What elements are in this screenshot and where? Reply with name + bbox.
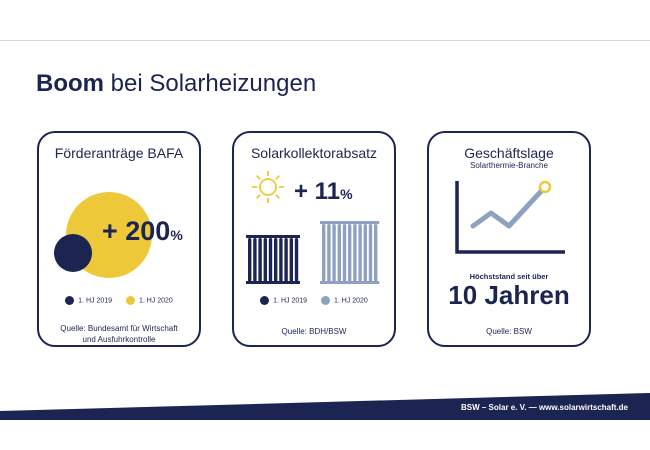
title-bold: Boom: [36, 70, 104, 97]
card-collectors-title: Solarkollektorabsatz: [250, 145, 378, 161]
radiator-fin: [289, 238, 293, 282]
sun-ray: [275, 194, 280, 199]
collectors-value-number: + 11: [294, 178, 341, 205]
legend-label: 1. HJ 2020: [333, 297, 368, 305]
bafa-source: Quelle: Bundesamt für Wirtschaft und Aus…: [39, 323, 199, 345]
radiator-fin: [253, 238, 257, 282]
radiator-fin: [258, 238, 262, 282]
radiator-rail: [320, 281, 380, 284]
card-business: Geschäftslage Solarthermie-Branche Höchs…: [427, 131, 591, 347]
legend-item: 1. HJ 2020: [320, 296, 368, 305]
radiator-fin: [332, 224, 336, 282]
radiator-2020: [320, 221, 380, 284]
radiator-fin: [374, 224, 378, 282]
bafa-value: + 200%: [102, 216, 183, 247]
legend-item: 1. HJ 2019: [65, 296, 112, 305]
legend-dot: [320, 296, 330, 305]
radiator-rail: [320, 221, 380, 224]
sun-ray: [256, 175, 261, 180]
radiator-fin: [342, 224, 347, 282]
radiator-fin: [284, 238, 288, 282]
radiator-fin: [248, 238, 252, 282]
infographic-frame: Boom bei Solarheizungen Förderanträge BA…: [0, 40, 650, 420]
radiator-fin: [358, 224, 362, 282]
radiator-fin: [274, 238, 278, 282]
card-collectors: Solarkollektorabsatz + 11% 1. HJ 2019 1.…: [232, 131, 396, 347]
radiator-fin: [368, 224, 373, 282]
legend-label: 1. HJ 2020: [138, 297, 173, 305]
card-business-subtitle: Solarthermie-Branche: [470, 161, 548, 170]
page-title: Boom bei Solarheizungen: [36, 70, 316, 98]
radiator-rail: [246, 235, 300, 238]
radiator-fin: [279, 238, 283, 282]
legend-label: 1. HJ 2019: [273, 297, 308, 305]
radiator-fin: [327, 224, 331, 282]
legend-dot: [65, 296, 75, 305]
line-chart-icon: [455, 180, 565, 254]
small-circle-icon: [54, 234, 92, 272]
title-rest: bei Solarheizungen: [110, 70, 317, 97]
radiator-fin: [263, 238, 267, 282]
collectors-legend: 1. HJ 2019 1. HJ 2020: [234, 296, 394, 305]
card-bafa: Förderanträge BAFA + 200% 1. HJ 2019 1. …: [37, 131, 201, 347]
radiator-fin: [268, 238, 273, 282]
bafa-source-line2: und Ausfuhrkontrolle: [82, 335, 156, 344]
legend-dot: [125, 296, 135, 305]
radiator-icon: [246, 221, 380, 284]
radiator-2019: [246, 235, 300, 284]
card-bafa-title: Förderanträge BAFA: [54, 145, 184, 161]
legend-label: 1. HJ 2019: [78, 297, 113, 305]
axis-line: [455, 181, 565, 254]
collectors-value: + 11%: [294, 178, 353, 206]
collectors-value-unit: %: [340, 186, 353, 202]
card-business-title: Geschäftslage: [464, 145, 554, 161]
radiator-fin: [337, 224, 341, 282]
collectors-source: Quelle: BDH/BSW: [281, 327, 347, 336]
footer-text: BSW – Solar e. V. — www.solarwirtschaft.…: [460, 403, 628, 412]
bafa-value-unit: %: [170, 227, 183, 243]
radiator-fin: [348, 224, 352, 282]
sun-core: [259, 178, 277, 196]
trend-line: [470, 184, 548, 229]
sun-ray: [275, 175, 280, 180]
radiator-fin: [353, 224, 357, 282]
radiator-rail: [246, 281, 300, 284]
radiator-fin: [363, 224, 367, 282]
legend-dot: [260, 296, 270, 305]
bafa-value-number: + 200: [102, 216, 171, 246]
sun-ray: [256, 194, 261, 199]
trend-endpoint: [538, 180, 552, 194]
legend-item: 1. HJ 2020: [125, 296, 173, 305]
business-caption: Höchststand seit über: [469, 272, 549, 281]
radiator-fin: [322, 224, 326, 282]
radiator-fin: [294, 238, 299, 282]
bafa-source-line1: Quelle: Bundesamt für Wirtschaft: [60, 324, 178, 333]
chart-axes: [455, 181, 565, 254]
sun-icon: [252, 171, 284, 203]
bafa-legend: 1. HJ 2019 1. HJ 2020: [39, 296, 199, 305]
footer-bar: [0, 393, 650, 420]
bafa-circles: [54, 192, 152, 278]
business-source: Quelle: BSW: [486, 327, 532, 336]
business-value: 10 Jahren: [448, 280, 570, 310]
legend-item: 1. HJ 2019: [260, 296, 307, 305]
